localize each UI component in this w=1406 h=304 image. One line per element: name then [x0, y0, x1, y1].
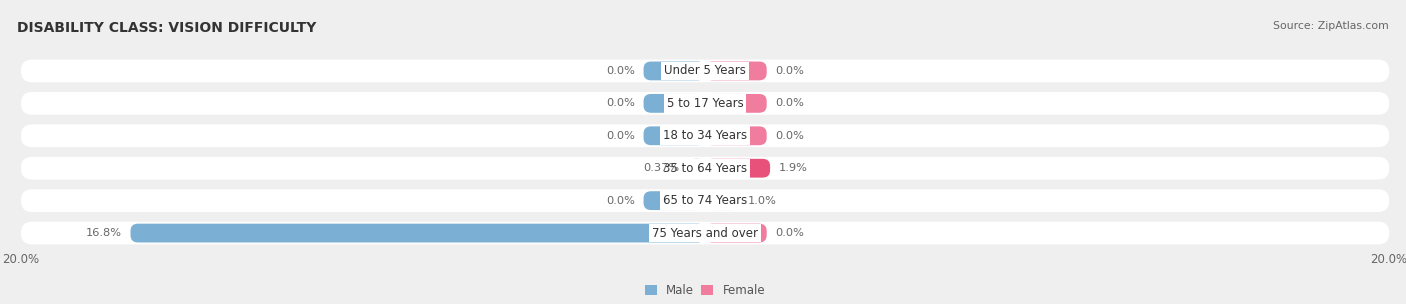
FancyBboxPatch shape: [21, 92, 1389, 115]
Text: DISABILITY CLASS: VISION DIFFICULTY: DISABILITY CLASS: VISION DIFFICULTY: [17, 21, 316, 35]
FancyBboxPatch shape: [644, 94, 706, 113]
FancyBboxPatch shape: [706, 94, 766, 113]
FancyBboxPatch shape: [706, 159, 770, 178]
Legend: Male, Female: Male, Female: [640, 279, 770, 302]
FancyBboxPatch shape: [21, 189, 1389, 212]
FancyBboxPatch shape: [706, 224, 766, 243]
Text: 1.9%: 1.9%: [779, 163, 807, 173]
Text: 0.0%: 0.0%: [606, 196, 636, 206]
FancyBboxPatch shape: [644, 126, 706, 145]
FancyBboxPatch shape: [21, 60, 1389, 82]
Text: 0.0%: 0.0%: [606, 66, 636, 76]
FancyBboxPatch shape: [644, 61, 706, 80]
FancyBboxPatch shape: [131, 224, 706, 243]
Text: 0.0%: 0.0%: [606, 131, 636, 141]
Text: 35 to 64 Years: 35 to 64 Years: [664, 162, 747, 175]
FancyBboxPatch shape: [688, 159, 706, 178]
Text: 0.37%: 0.37%: [644, 163, 679, 173]
Text: 65 to 74 Years: 65 to 74 Years: [664, 194, 747, 207]
FancyBboxPatch shape: [21, 124, 1389, 147]
FancyBboxPatch shape: [706, 191, 740, 210]
Text: 0.0%: 0.0%: [775, 131, 804, 141]
Text: Under 5 Years: Under 5 Years: [664, 64, 747, 78]
Text: 18 to 34 Years: 18 to 34 Years: [664, 129, 747, 142]
Text: 5 to 17 Years: 5 to 17 Years: [666, 97, 744, 110]
Text: 16.8%: 16.8%: [86, 228, 122, 238]
FancyBboxPatch shape: [21, 157, 1389, 180]
Text: Source: ZipAtlas.com: Source: ZipAtlas.com: [1274, 21, 1389, 31]
FancyBboxPatch shape: [706, 61, 766, 80]
Text: 75 Years and over: 75 Years and over: [652, 226, 758, 240]
Text: 0.0%: 0.0%: [775, 66, 804, 76]
Text: 0.0%: 0.0%: [606, 98, 636, 108]
Text: 0.0%: 0.0%: [775, 228, 804, 238]
FancyBboxPatch shape: [644, 191, 706, 210]
FancyBboxPatch shape: [21, 222, 1389, 244]
FancyBboxPatch shape: [706, 126, 766, 145]
Text: 0.0%: 0.0%: [775, 98, 804, 108]
Text: 1.0%: 1.0%: [748, 196, 776, 206]
